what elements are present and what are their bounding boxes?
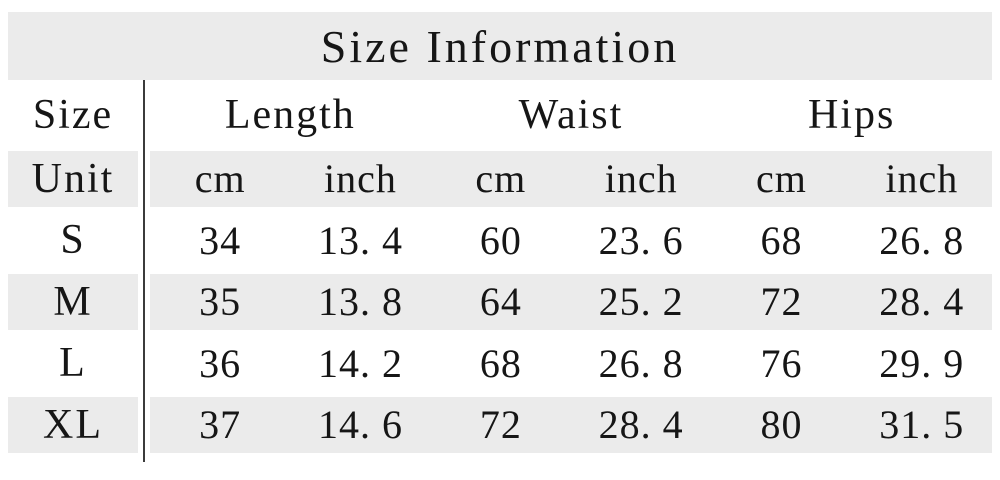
col-header-size: Size	[32, 92, 114, 138]
table-cell: 14. 6	[317, 402, 403, 448]
unit-hips-cm: cm	[756, 156, 807, 202]
table-cell: 72	[479, 402, 522, 448]
page-title: Size Information	[320, 20, 680, 72]
table-cell: 31. 5	[879, 402, 965, 448]
table-cell: 26. 8	[879, 217, 965, 263]
size-label: L	[59, 340, 87, 387]
size-label: M	[8, 271, 138, 333]
table-cell: 68	[479, 340, 522, 386]
unit-waist-cm: cm	[475, 156, 527, 202]
table-cell: 34	[199, 217, 242, 263]
row-cells: 37 14. 6 72 28. 4 80 31. 5	[150, 394, 992, 456]
table-cell: 13. 8	[317, 279, 403, 325]
table-cell: 26. 8	[598, 340, 684, 386]
size-label: S	[60, 217, 86, 264]
row-cells: 34 13. 4 60 23. 6 68 26. 8	[150, 210, 992, 272]
table-cell: 72	[760, 279, 803, 325]
table-cell: 35	[199, 279, 242, 325]
table-cell: 68	[760, 217, 803, 263]
title-band: Size Information	[8, 12, 992, 80]
table-cell: 36	[199, 340, 242, 386]
table-cell: 28. 4	[879, 279, 965, 325]
table-cell: 29. 9	[879, 340, 965, 386]
row-cells: 36 14. 2 68 26. 8 76 29. 9	[150, 333, 992, 395]
table-cell: 13. 4	[317, 217, 403, 263]
table-cell: 23. 6	[598, 217, 684, 263]
col-header-hips: Hips	[807, 92, 896, 138]
unit-row: Unit cm inch cm inch cm inch	[0, 148, 1000, 210]
row-cells: 35 13. 8 64 25. 2 72 28. 4	[150, 271, 992, 333]
table-cell: 28. 4	[598, 402, 684, 448]
measure-group-headers: Length Waist Hips	[150, 82, 992, 148]
col-header-waist: Waist	[518, 92, 624, 138]
table-header-row: Size Length Waist Hips	[0, 82, 1000, 148]
table-cell: 60	[479, 217, 522, 263]
table-cell: 64	[479, 279, 522, 325]
table-cell: 14. 2	[317, 340, 403, 386]
size-table: Size Length Waist Hips Unit cm inch cm i…	[0, 82, 1000, 456]
size-column-divider-line	[143, 80, 145, 462]
size-label: XL	[8, 394, 138, 456]
table-cell: 80	[760, 402, 803, 448]
table-cell: 76	[760, 340, 803, 386]
col-header-length: Length	[224, 92, 356, 138]
unit-length-inch: inch	[324, 156, 397, 202]
table-row-m: M 35 13. 8 64 25. 2 72 28. 4	[0, 271, 1000, 333]
unit-length-cm: cm	[194, 156, 246, 202]
unit-hips-inch: inch	[885, 156, 959, 202]
table-cell: 37	[199, 402, 242, 448]
table-row-xl: XL 37 14. 6 72 28. 4 80 31. 5	[0, 394, 1000, 456]
table-row-s: S 34 13. 4 60 23. 6 68 26. 8	[0, 210, 1000, 272]
unit-waist-inch: inch	[604, 156, 678, 202]
table-row-l: L 36 14. 2 68 26. 8 76 29. 9	[0, 333, 1000, 395]
unit-row-label: Unit	[8, 148, 138, 210]
unit-cells: cm inch cm inch cm inch	[150, 148, 992, 210]
table-cell: 25. 2	[598, 279, 684, 325]
